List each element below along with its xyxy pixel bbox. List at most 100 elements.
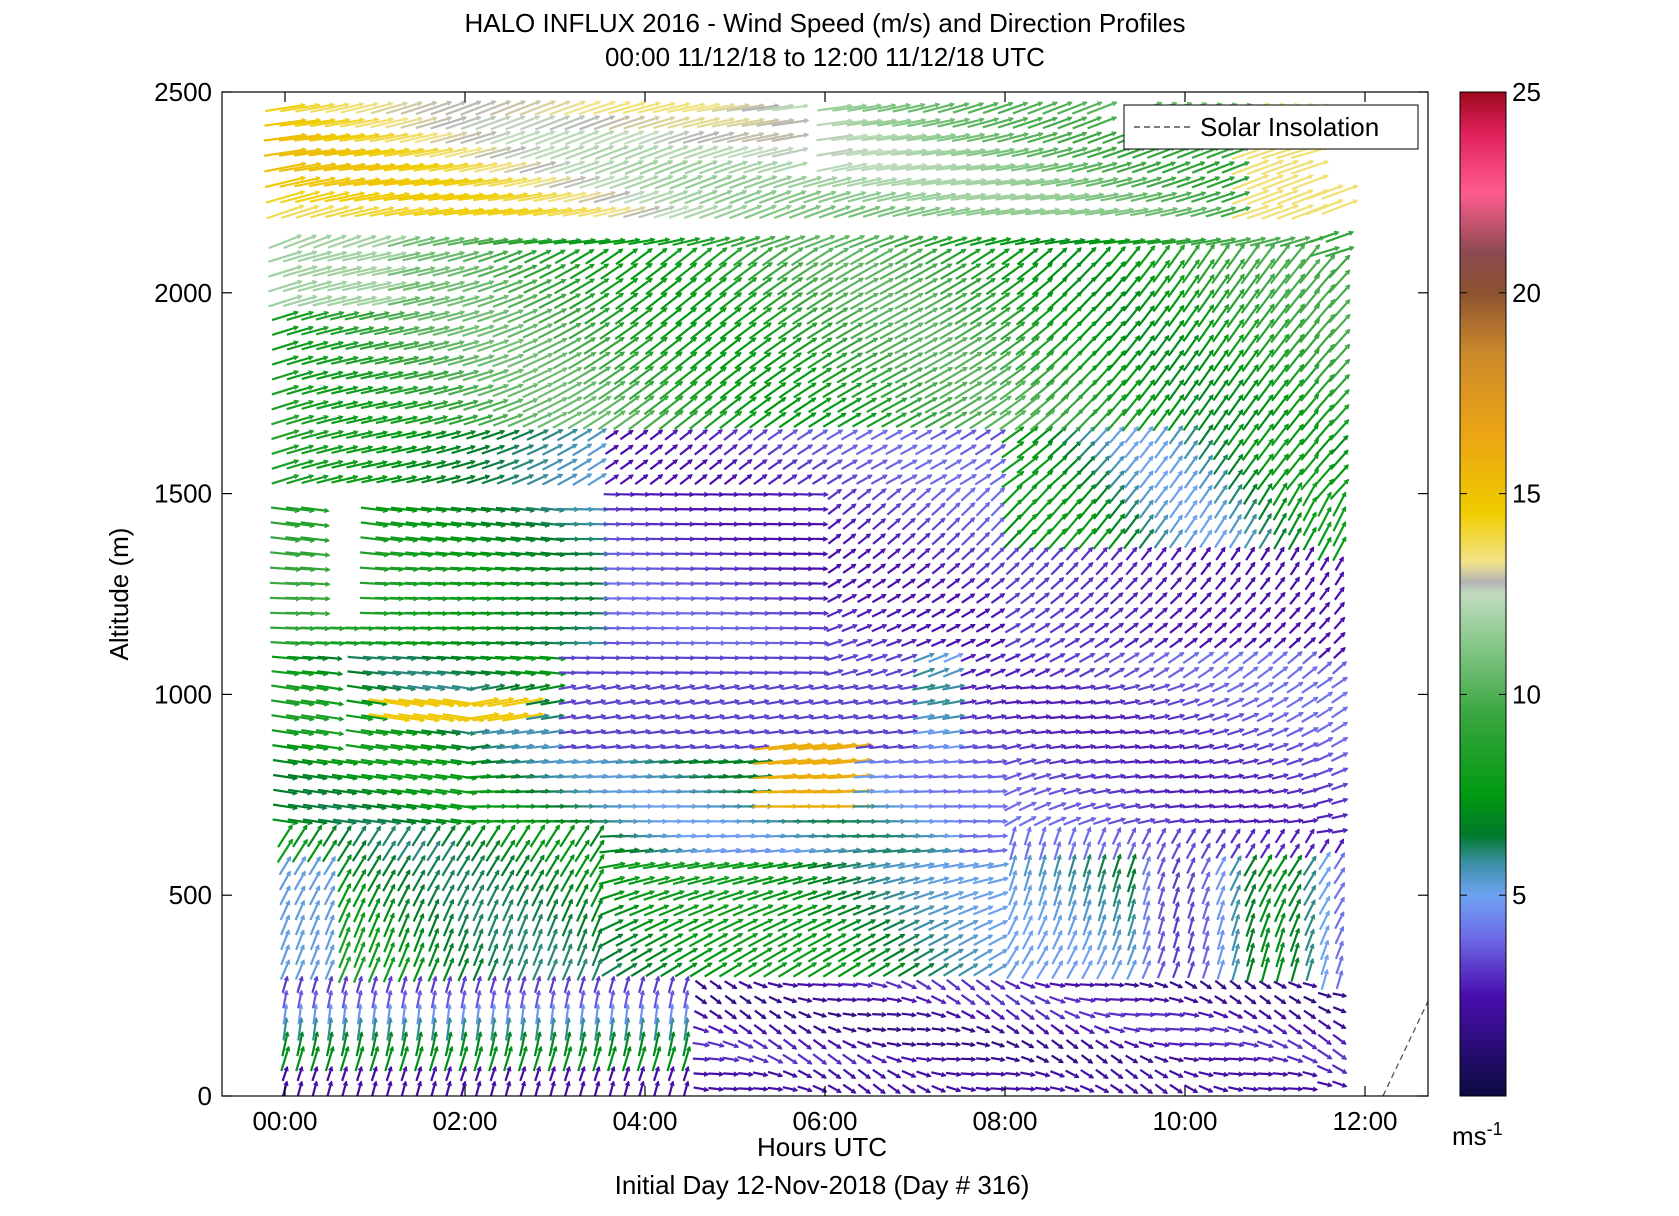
wind-vector [342,251,377,262]
wind-vector-head [338,701,345,707]
wind-vector [460,1081,467,1096]
wind-vector [300,506,329,513]
wind-vector-head [402,1080,408,1087]
wind-vector-head [352,400,359,406]
wind-vector [375,729,403,736]
wind-vector [296,1081,303,1096]
wind-vector [355,1032,363,1057]
wind-vector [339,206,379,218]
wind-vector-head [478,943,484,949]
wind-vector-head [444,340,450,346]
wind-vector [391,475,417,484]
wind-vector [301,684,329,691]
wind-vector [405,536,432,542]
wind-vector-head [338,745,345,752]
wind-vector [374,356,404,365]
wind-vector [446,1004,451,1025]
wind-vector-head [414,295,421,302]
wind-vector [416,1018,422,1041]
wind-vector-head [308,370,314,376]
wind-vector [272,744,298,750]
wind-vector [370,1066,378,1082]
wind-vector [309,191,350,203]
wind-vector [442,943,454,967]
wind-vector-head [430,251,436,257]
wind-vector-head [427,415,434,421]
wind-vector [375,536,403,542]
wind-vector-head [401,265,408,272]
wind-vector-head [459,310,466,316]
wind-vector-head [301,855,306,862]
wind-vector [400,116,437,129]
wind-vector-head [317,824,323,831]
wind-vector-head [325,610,331,617]
wind-vector [448,385,479,396]
wind-vector-head [430,280,436,287]
wind-vector [302,788,327,795]
wind-vector [301,445,329,455]
wind-vector-head [298,204,305,210]
wind-vector-head [432,1031,438,1037]
wind-vector [301,356,328,366]
wind-vector-head [450,854,456,861]
wind-vector [448,400,478,411]
wind-vector [353,192,395,202]
wind-vector [457,958,469,982]
wind-vector [435,566,462,571]
wind-vector [362,818,386,825]
wind-vector-head [476,115,482,121]
wind-vector [292,824,308,848]
wind-vector-head [429,325,436,331]
wind-vector [346,699,373,706]
wind-vector [412,957,425,983]
wind-vector [451,670,475,676]
wind-vector [382,957,396,983]
wind-vector-head [458,370,465,376]
wind-vector [341,1018,347,1041]
wind-vector [384,207,424,217]
wind-vector [294,959,305,980]
wind-vector-head [470,444,476,451]
wind-vector [355,1066,363,1082]
wind-vector [316,430,344,440]
wind-vector-head [299,944,305,950]
wind-vector [421,818,446,825]
wind-vector [426,840,441,862]
wind-vector-head [382,385,389,391]
wind-vector-head [356,265,363,271]
wind-vector-head [372,1080,378,1087]
wind-vector [341,990,348,1009]
wind-vector [279,900,291,921]
wind-vector [419,415,448,425]
wind-vector-head [414,340,420,346]
wind-vector-head [420,840,426,847]
wind-vector [280,191,320,204]
wind-vector [360,431,388,439]
wind-vector-head [465,824,471,831]
wind-vector [375,401,403,410]
wind-vector-head [329,914,335,921]
wind-vector-head [368,370,374,376]
wind-vector [301,341,328,351]
wind-vector [360,551,389,557]
wind-vector [388,326,420,336]
wind-vector [331,401,358,410]
wind-vector-head [353,311,360,317]
wind-vector [271,355,299,366]
wind-vector [436,729,461,735]
wind-vector [366,840,382,862]
wind-vector [371,990,377,1009]
wind-vector [316,400,343,410]
wind-vector-head [285,870,291,877]
wind-vector [342,235,377,249]
wind-vector [390,551,418,557]
wind-vector [420,506,447,512]
wind-vector-head [464,957,469,964]
wind-vector [371,1018,377,1041]
wind-vector-head [435,840,441,846]
wind-vector-head [375,912,381,918]
wind-vector [451,430,476,440]
wind-vector [405,506,432,512]
wind-vector-head [367,430,374,436]
wind-vector [286,474,314,485]
